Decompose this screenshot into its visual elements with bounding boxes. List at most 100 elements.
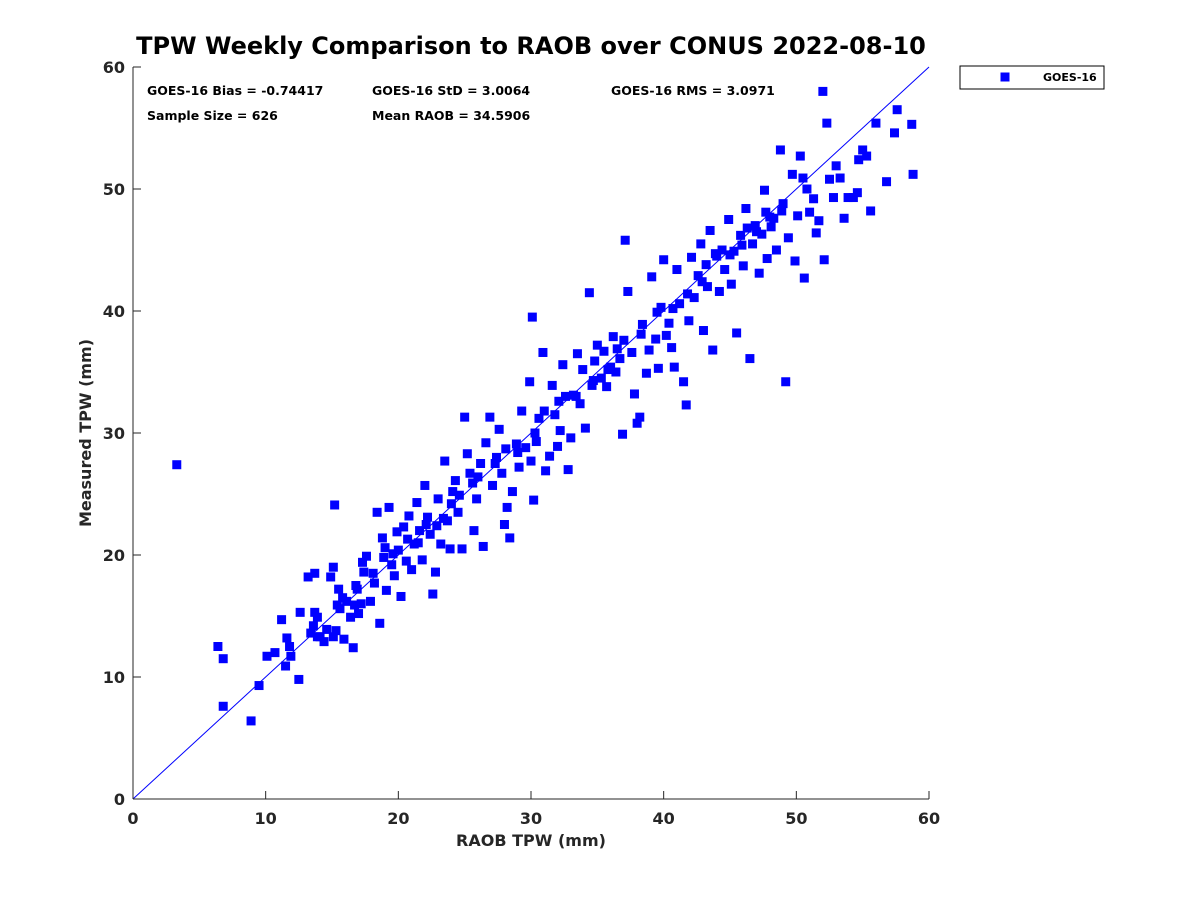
data-point [705, 225, 715, 235]
data-point [656, 302, 666, 312]
stat-rms: GOES-16 RMS = 3.0971 [611, 83, 775, 98]
data-point [831, 161, 841, 171]
data-point [852, 188, 862, 198]
data-point [738, 261, 748, 271]
data-point [745, 354, 755, 364]
data-point [726, 279, 736, 289]
data-point [430, 567, 440, 577]
data-point [578, 365, 588, 375]
y-tick-label: 20 [103, 546, 125, 565]
data-point [641, 368, 651, 378]
data-point [777, 206, 787, 216]
x-tick-label: 50 [785, 809, 807, 828]
data-point [387, 560, 397, 570]
data-point [334, 584, 344, 594]
data-point [481, 438, 491, 448]
data-point [450, 476, 460, 486]
data-point [310, 568, 320, 578]
data-point [587, 380, 597, 390]
data-point [862, 151, 872, 161]
data-point [752, 227, 762, 237]
data-point [599, 346, 609, 356]
stat-sample-size: Sample Size = 626 [147, 108, 278, 123]
data-point [352, 584, 362, 594]
data-point [908, 169, 918, 179]
data-point [689, 293, 699, 303]
chart-title: TPW Weekly Comparison to RAOB over CONUS… [136, 32, 926, 60]
data-point [762, 254, 772, 264]
axis-ticks: 0 10 20 30 40 50 60 0 10 20 30 40 50 60 [103, 58, 940, 828]
data-point [295, 607, 305, 617]
data-point [468, 478, 478, 488]
data-point [403, 534, 413, 544]
data-point [356, 599, 366, 609]
data-point [326, 572, 336, 582]
data-point [277, 615, 287, 625]
data-point [825, 174, 834, 184]
data-point [835, 173, 845, 183]
y-tick-label: 0 [114, 790, 125, 809]
data-point [375, 618, 385, 628]
data-point [282, 633, 292, 643]
x-tick-label: 30 [520, 809, 542, 828]
legend: GOES-16 [959, 65, 1105, 90]
x-tick-label: 10 [255, 809, 277, 828]
data-point [684, 316, 694, 326]
data-point [328, 632, 338, 642]
data-point [787, 169, 797, 179]
data-point [822, 118, 832, 128]
data-point [465, 468, 475, 478]
data-point [423, 512, 433, 522]
data-point [312, 632, 322, 642]
data-point [359, 567, 369, 577]
data-point [732, 328, 742, 338]
data-point [415, 526, 425, 536]
data-point [478, 541, 488, 551]
data-point [393, 545, 403, 555]
data-point [697, 277, 707, 287]
data-point [440, 456, 450, 466]
data-point [814, 216, 824, 226]
data-point [698, 326, 708, 336]
data-point [602, 382, 612, 392]
data-point [384, 502, 394, 512]
data-point [819, 255, 829, 265]
data-point [907, 119, 917, 129]
data-point [469, 526, 479, 536]
data-point [438, 513, 448, 523]
data-point [490, 459, 500, 468]
data-point [262, 651, 272, 661]
data-point [623, 286, 633, 296]
data-point [213, 642, 223, 651]
legend-box [959, 65, 1105, 90]
data-point [319, 637, 329, 647]
data-point [603, 365, 613, 375]
data-point [629, 389, 639, 399]
data-point [346, 612, 356, 622]
data-point [348, 643, 358, 653]
data-point [647, 272, 657, 282]
stat-std: GOES-16 StD = 3.0064 [372, 83, 530, 98]
data-point [795, 151, 805, 161]
data-point [392, 527, 402, 537]
data-point [485, 412, 495, 422]
data-point [802, 184, 812, 194]
data-point [413, 538, 423, 548]
data-point [555, 426, 565, 436]
data-point [473, 472, 483, 482]
data-point [530, 428, 540, 438]
data-point [330, 500, 340, 510]
data-point [781, 377, 791, 387]
data-point [380, 543, 390, 553]
data-point [765, 212, 775, 222]
data-point [775, 145, 785, 155]
data-point [675, 299, 685, 309]
data-point [681, 400, 691, 410]
data-point [742, 223, 752, 233]
data-point [696, 239, 706, 249]
data-point [560, 391, 570, 401]
data-point [525, 377, 535, 387]
data-point [659, 255, 669, 265]
data-point [453, 507, 463, 517]
